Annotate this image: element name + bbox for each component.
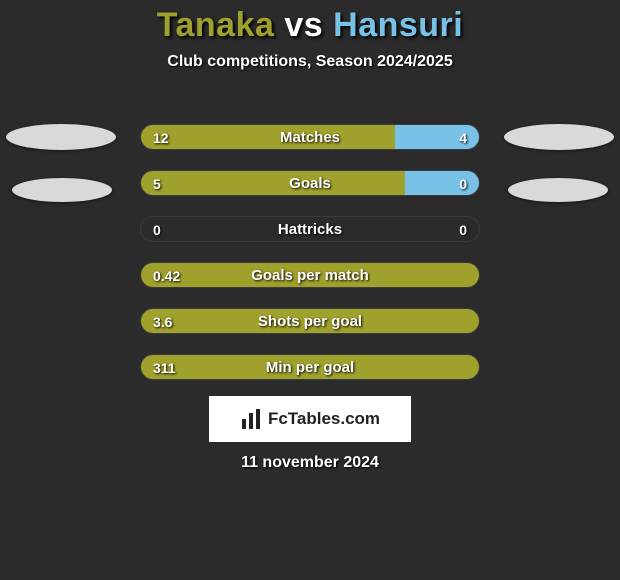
stat-label: Hattricks: [141, 217, 479, 242]
stat-row: 5Goals0: [140, 170, 480, 196]
stat-label: Goals per match: [141, 263, 479, 288]
stat-row: 311Min per goal: [140, 354, 480, 380]
stat-row: 0.42Goals per match: [140, 262, 480, 288]
value-right: 0: [459, 171, 467, 196]
stat-label: Min per goal: [141, 355, 479, 380]
player2-avatar-placeholder: [504, 124, 614, 150]
vs-label: vs: [284, 6, 323, 44]
bars-icon: [240, 407, 264, 431]
stat-rows: 12Matches45Goals00Hattricks00.42Goals pe…: [140, 124, 480, 400]
subtitle: Club competitions, Season 2024/2025: [0, 53, 620, 71]
player2-name: Hansuri: [333, 6, 463, 44]
stat-label: Goals: [141, 171, 479, 196]
date-label: 11 november 2024: [0, 454, 620, 472]
brand-text: FcTables.com: [268, 409, 380, 429]
player1-avatar-placeholder-2: [12, 178, 112, 202]
stat-row: 12Matches4: [140, 124, 480, 150]
stat-label: Shots per goal: [141, 309, 479, 334]
brand-badge: FcTables.com: [209, 396, 411, 442]
stat-label: Matches: [141, 125, 479, 150]
stat-row: 3.6Shots per goal: [140, 308, 480, 334]
value-right: 4: [459, 125, 467, 150]
page-title: Tanaka vs Hansuri: [0, 0, 620, 45]
player2-avatar-placeholder-2: [508, 178, 608, 202]
player1-name: Tanaka: [157, 6, 275, 44]
player1-avatar-placeholder: [6, 124, 116, 150]
comparison-infographic: Tanaka vs Hansuri Club competitions, Sea…: [0, 0, 620, 580]
value-right: 0: [459, 217, 467, 242]
stat-row: 0Hattricks0: [140, 216, 480, 242]
